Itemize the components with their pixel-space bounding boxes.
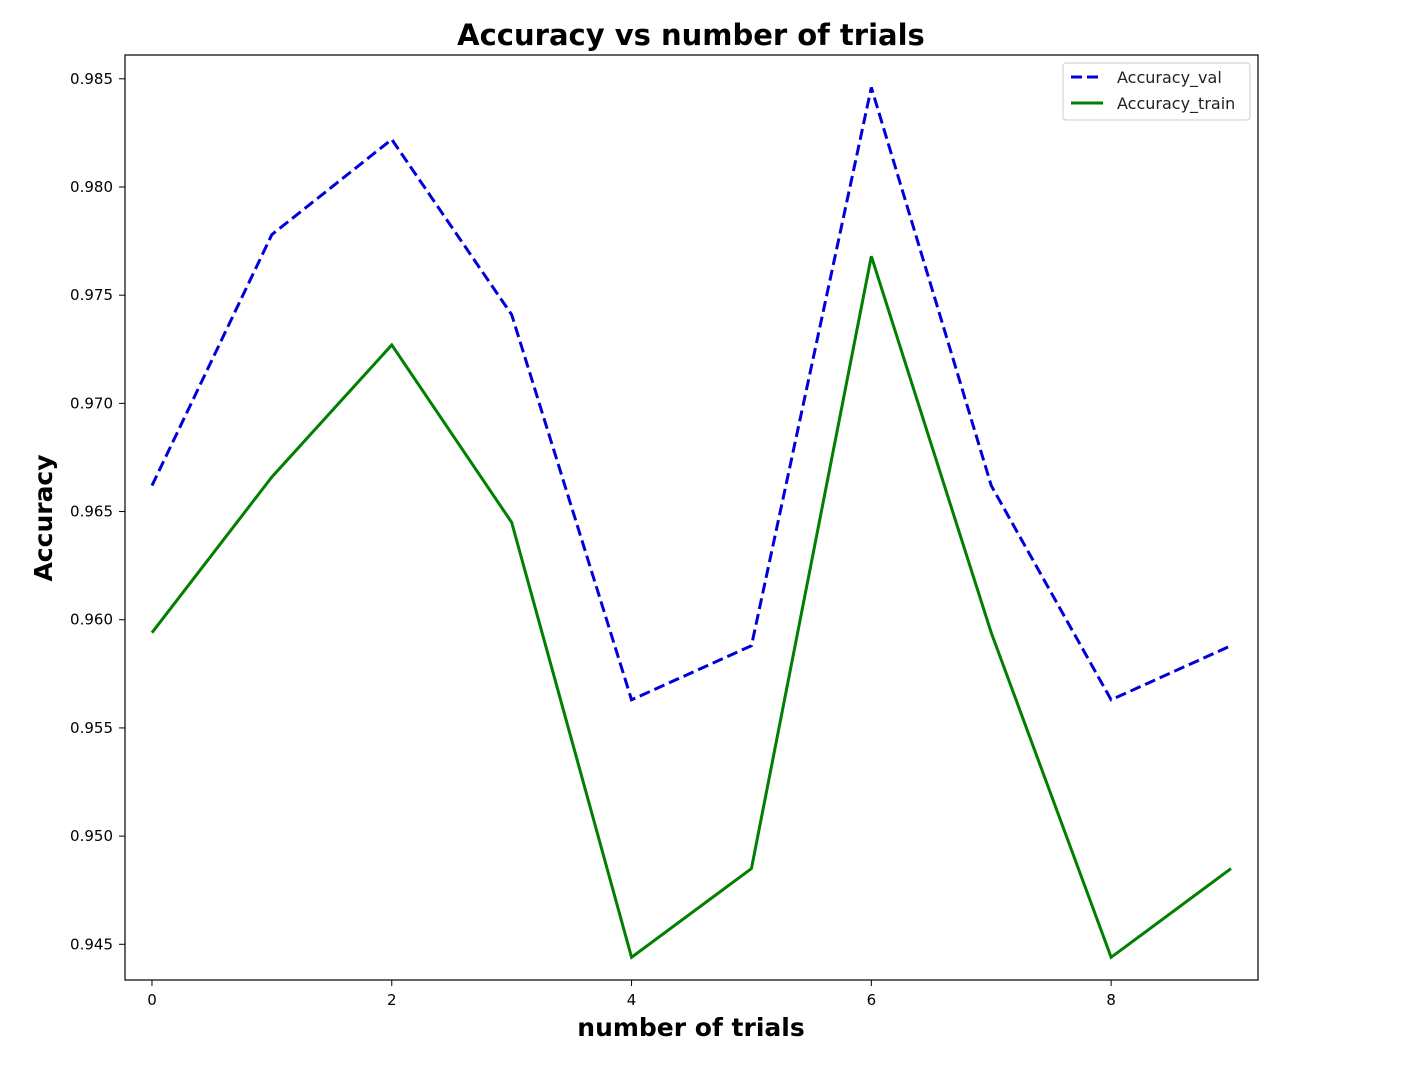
series-line-accuracy-val xyxy=(150,87,1232,702)
x-tick-label: 6 xyxy=(867,991,877,1009)
y-tick-label: 0.965 xyxy=(70,503,113,521)
x-tick-label: 0 xyxy=(147,991,157,1009)
y-axis-title: Accuracy xyxy=(29,454,58,581)
legend-label: Accuracy_train xyxy=(1117,94,1235,114)
x-tick-label: 8 xyxy=(1106,991,1116,1009)
y-tick-label: 0.985 xyxy=(70,70,113,88)
plot-area: 0.945 0.950 0.955 0.960 0.965 0.970 0.975 0.980… xyxy=(70,54,1259,1009)
legend-box xyxy=(1062,62,1251,121)
x-tick-label: 2 xyxy=(387,991,397,1009)
series-line-accuracy-train xyxy=(150,255,1232,960)
y-tick-label: 0.980 xyxy=(70,178,113,196)
series-layer xyxy=(150,87,1232,960)
y-tick-label: 0.955 xyxy=(70,719,113,737)
plot-frame xyxy=(124,54,1259,981)
legend: Accuracy_val Accuracy_train xyxy=(1062,62,1251,121)
chart-title: Accuracy vs number of trials xyxy=(457,18,925,52)
legend-label: Accuracy_val xyxy=(1117,68,1222,88)
y-tick-label: 0.945 xyxy=(70,935,113,953)
y-tick-label: 0.960 xyxy=(70,611,113,629)
y-tick-label: 0.950 xyxy=(70,827,113,845)
y-tick-label: 0.970 xyxy=(70,394,113,412)
x-axis-title: number of trials xyxy=(577,1013,804,1042)
x-tick-label: 4 xyxy=(627,991,637,1009)
y-tick-label: 0.975 xyxy=(70,286,113,304)
